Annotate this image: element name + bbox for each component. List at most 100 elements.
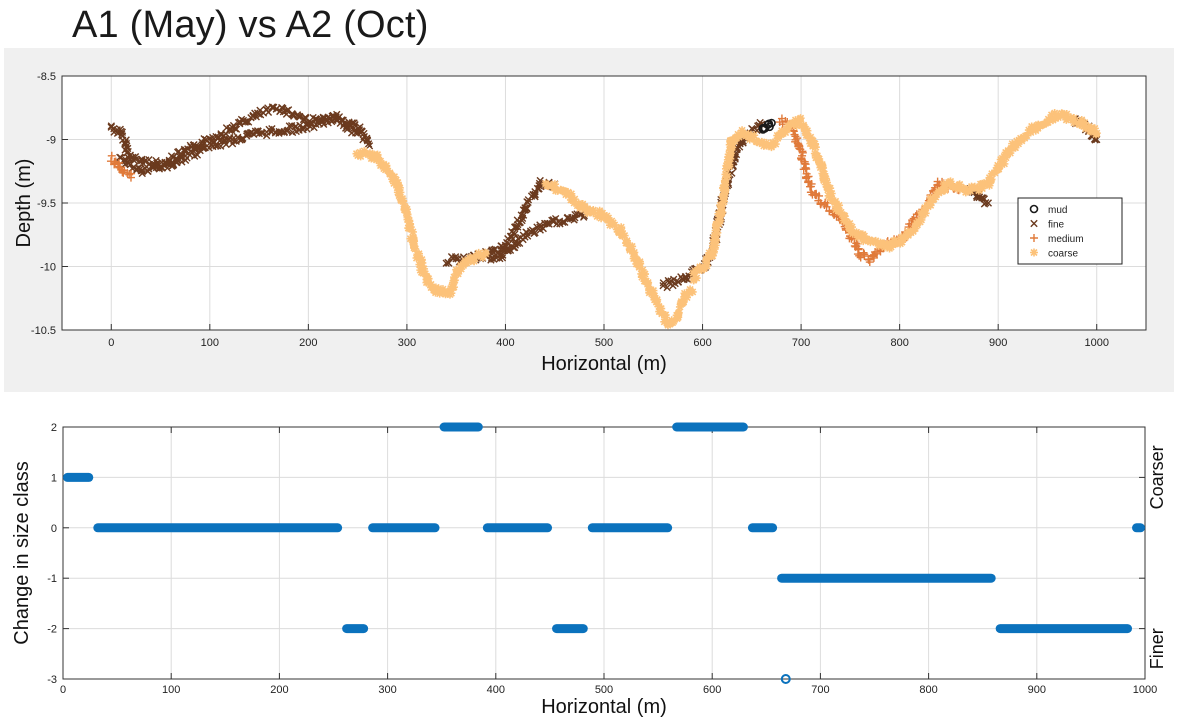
- data-point-coarse: [897, 237, 906, 246]
- data-point-coarse: [1069, 118, 1078, 127]
- size-change-chart: 0 100 200 300 400 500 600 700 800 900 1000 2 1 0 -1 -2 -…: [11, 422, 1167, 718]
- data-point-coarse: [845, 219, 854, 228]
- data-point-coarse: [657, 304, 666, 313]
- data-point-coarse: [891, 236, 900, 245]
- data-point-coarse: [1054, 111, 1063, 120]
- y-tick-label: -10: [40, 262, 56, 274]
- x-axis-label: Horizontal (m): [541, 696, 667, 718]
- data-point-fine: [543, 219, 551, 228]
- data-point-coarse: [657, 309, 666, 318]
- x-tick-label: 0: [60, 684, 66, 696]
- x-tick-label: 200: [270, 684, 288, 696]
- data-point-medium: [126, 173, 135, 182]
- data-point-coarse: [819, 163, 828, 172]
- data-point-coarse: [795, 115, 804, 124]
- data-point-coarse: [702, 261, 711, 270]
- data-point-coarse: [622, 238, 631, 247]
- x-tick-label: 200: [299, 337, 317, 349]
- data-point-fine: [178, 158, 186, 166]
- data-point-coarse: [421, 269, 430, 278]
- data-point-coarse: [389, 179, 398, 188]
- data-point-fine: [344, 120, 352, 128]
- change-segment: [747, 523, 778, 533]
- data-point-coarse: [955, 185, 964, 194]
- data-point-coarse: [376, 157, 385, 166]
- data-point-coarse: [680, 289, 689, 298]
- data-point-coarse: [620, 231, 629, 240]
- change-segment: [672, 422, 748, 432]
- data-point-fine: [126, 161, 134, 169]
- data-point-coarse: [390, 172, 399, 181]
- data-point-coarse: [628, 242, 637, 251]
- legend-label-medium: medium: [1048, 234, 1084, 245]
- change-segment: [482, 523, 553, 533]
- data-point-coarse: [368, 153, 377, 162]
- data-point-fine: [272, 105, 281, 113]
- x-tick-label: 1000: [1133, 684, 1157, 696]
- data-point-fine: [739, 139, 747, 147]
- data-point-coarse: [415, 251, 424, 260]
- data-point-coarse: [561, 187, 570, 196]
- data-point-fine: [217, 142, 225, 150]
- data-point-coarse: [1008, 139, 1017, 148]
- data-point-coarse: [431, 288, 440, 297]
- data-point-fine: [511, 241, 520, 249]
- x-tick-label: 500: [595, 684, 613, 696]
- data-point-coarse: [955, 180, 964, 189]
- coarser-label: Coarser: [1147, 445, 1167, 509]
- data-point-medium: [854, 245, 863, 254]
- data-point-fine: [981, 199, 990, 207]
- data-point-coarse: [946, 177, 955, 186]
- legend-marker-coarse: [1030, 248, 1038, 257]
- data-point-fine: [319, 120, 328, 129]
- data-point-coarse: [974, 186, 983, 195]
- data-point-coarse: [679, 297, 688, 306]
- change-segment: [587, 523, 673, 533]
- y-tick-label: -3: [47, 674, 57, 686]
- data-point-coarse: [396, 193, 405, 202]
- data-point-coarse: [405, 216, 414, 225]
- x-tick-label: 100: [162, 684, 180, 696]
- data-point-coarse: [750, 131, 759, 140]
- data-point-coarse: [818, 160, 827, 169]
- data-point-fine: [222, 140, 230, 149]
- data-point-coarse: [818, 169, 827, 178]
- data-point-coarse: [661, 313, 670, 322]
- data-point-coarse: [688, 287, 697, 296]
- y-axis-label: Change in size class: [11, 461, 33, 644]
- data-point-coarse: [695, 262, 704, 271]
- data-point-coarse: [1022, 131, 1031, 140]
- data-point-fine: [514, 223, 522, 231]
- data-point-coarse: [610, 220, 619, 229]
- data-point-coarse: [911, 224, 920, 233]
- data-point-coarse: [408, 227, 417, 236]
- data-point-coarse: [1062, 110, 1071, 119]
- data-point-coarse: [726, 149, 735, 158]
- data-point-coarse: [951, 184, 960, 193]
- data-point-coarse: [1068, 116, 1077, 125]
- data-point-coarse: [1011, 143, 1020, 152]
- data-point-coarse: [710, 245, 719, 254]
- data-point-fine: [232, 125, 241, 133]
- data-point-medium: [798, 148, 807, 157]
- data-point-coarse: [418, 264, 427, 273]
- data-point-coarse: [1047, 110, 1056, 119]
- data-point-coarse: [795, 119, 804, 128]
- data-point-coarse: [431, 283, 440, 292]
- data-point-coarse: [649, 286, 658, 295]
- data-point-coarse: [477, 252, 486, 261]
- data-point-coarse: [940, 184, 949, 193]
- data-point-coarse: [1001, 153, 1010, 162]
- legend-label-fine: fine: [1048, 220, 1065, 231]
- change-segment: [995, 624, 1133, 634]
- data-point-coarse: [556, 185, 565, 194]
- legend-marker-medium: [1030, 234, 1038, 242]
- y-axis-label: Depth (m): [13, 159, 35, 248]
- data-point-coarse: [1044, 115, 1053, 124]
- data-point-coarse: [753, 137, 762, 146]
- data-point-coarse: [1000, 159, 1009, 168]
- data-point-coarse: [604, 214, 613, 223]
- slide-title: A1 (May) vs A2 (Oct): [72, 4, 429, 46]
- data-point-coarse: [570, 195, 579, 204]
- data-point-coarse: [627, 244, 636, 253]
